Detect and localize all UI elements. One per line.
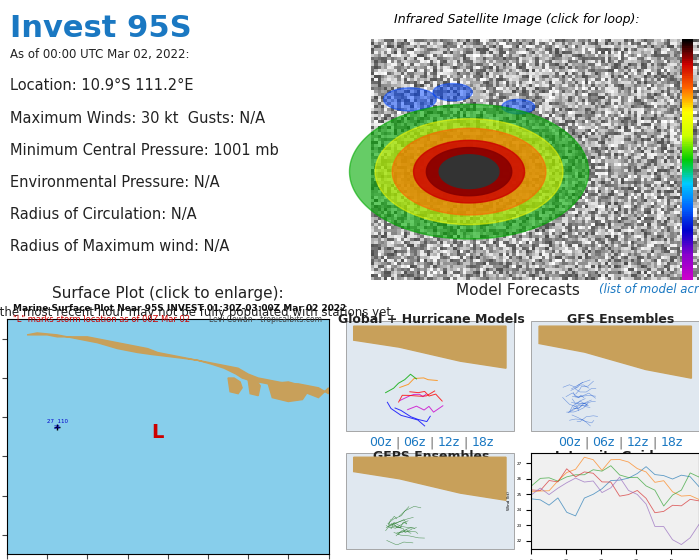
Text: Intensity Guidance: Intensity Guidance [554,450,686,463]
FancyBboxPatch shape [531,321,699,431]
Text: 00z: 00z [559,436,581,450]
Text: |: | [584,436,589,450]
FancyBboxPatch shape [346,453,514,549]
Polygon shape [433,83,473,101]
Text: GEPS Ensembles: GEPS Ensembles [373,450,490,463]
Text: Infrared Satellite Image (click for loop):: Infrared Satellite Image (click for loop… [394,13,640,26]
Text: GFS Ensembles: GFS Ensembles [567,313,675,326]
Text: Maximum Winds: 30 kt  Gusts: N/A: Maximum Winds: 30 kt Gusts: N/A [10,111,265,125]
FancyBboxPatch shape [346,321,514,431]
Polygon shape [354,326,506,368]
Text: "L" marks storm location as of 00Z Mar 02: "L" marks storm location as of 00Z Mar 0… [13,315,190,324]
Text: 12z: 12z [626,436,649,450]
Text: Levi Cowan - tropicalbits.com: Levi Cowan - tropicalbits.com [209,315,322,324]
Polygon shape [426,148,512,195]
Polygon shape [414,141,524,203]
Polygon shape [375,119,563,225]
Polygon shape [502,100,535,114]
Text: Radius of Circulation: N/A: Radius of Circulation: N/A [10,207,196,222]
Text: |: | [463,436,468,450]
Polygon shape [268,382,306,402]
Text: Location: 10.9°S 111.2°E: Location: 10.9°S 111.2°E [10,78,194,94]
Polygon shape [228,378,242,394]
FancyBboxPatch shape [531,453,699,549]
Text: 18z: 18z [471,436,493,450]
Polygon shape [27,333,329,398]
Text: |: | [396,436,400,450]
Text: Radius of Maximum wind: N/A: Radius of Maximum wind: N/A [10,240,229,254]
Text: 18z: 18z [660,436,682,450]
Polygon shape [354,457,506,500]
Text: 12z: 12z [438,436,460,450]
Text: (list of model acronyms):: (list of model acronyms): [599,283,699,296]
Text: 95S INVEST - GFS Tracks and Min. MSLP (hPa): 95S INVEST - GFS Tracks and Min. MSLP (h… [560,491,670,496]
Polygon shape [439,155,499,189]
Polygon shape [392,128,546,215]
Text: Invest 95S: Invest 95S [10,14,192,43]
Polygon shape [539,326,691,378]
Text: 95S INVEST - Model Track Guidance: 95S INVEST - Model Track Guidance [387,459,473,464]
Polygon shape [384,88,436,111]
Text: Surface Plot (click to enlarge):: Surface Plot (click to enlarge): [52,287,284,301]
Text: 24: 24 [54,425,61,430]
Text: As of 00:00 UTC Mar 02, 2022:: As of 00:00 UTC Mar 02, 2022: [10,48,189,60]
Text: Note that the most recent hour may not be fully populated with stations yet.: Note that the most recent hour may not b… [0,306,395,319]
Text: 27  110: 27 110 [47,419,68,424]
Text: Global + Hurricane Models: Global + Hurricane Models [338,313,525,326]
Text: |: | [429,436,434,450]
Text: L: L [152,423,164,442]
Text: Marine Surface Plot Near 95S INVEST 01:30Z-03:00Z Mar 02 2022: Marine Surface Plot Near 95S INVEST 01:3… [13,304,347,312]
Text: |: | [619,436,623,450]
Text: |: | [652,436,656,450]
Polygon shape [248,380,260,396]
Text: 00z: 00z [370,436,392,450]
Polygon shape [350,104,589,239]
Text: 06z: 06z [593,436,615,450]
Y-axis label: Wind (kt): Wind (kt) [507,492,511,510]
Text: Model Forecasts: Model Forecasts [456,283,585,298]
Text: 06z: 06z [403,436,426,450]
Text: Minimum Central Pressure: 1001 mb: Minimum Central Pressure: 1001 mb [10,143,279,158]
Text: Environmental Pressure: N/A: Environmental Pressure: N/A [10,175,219,190]
